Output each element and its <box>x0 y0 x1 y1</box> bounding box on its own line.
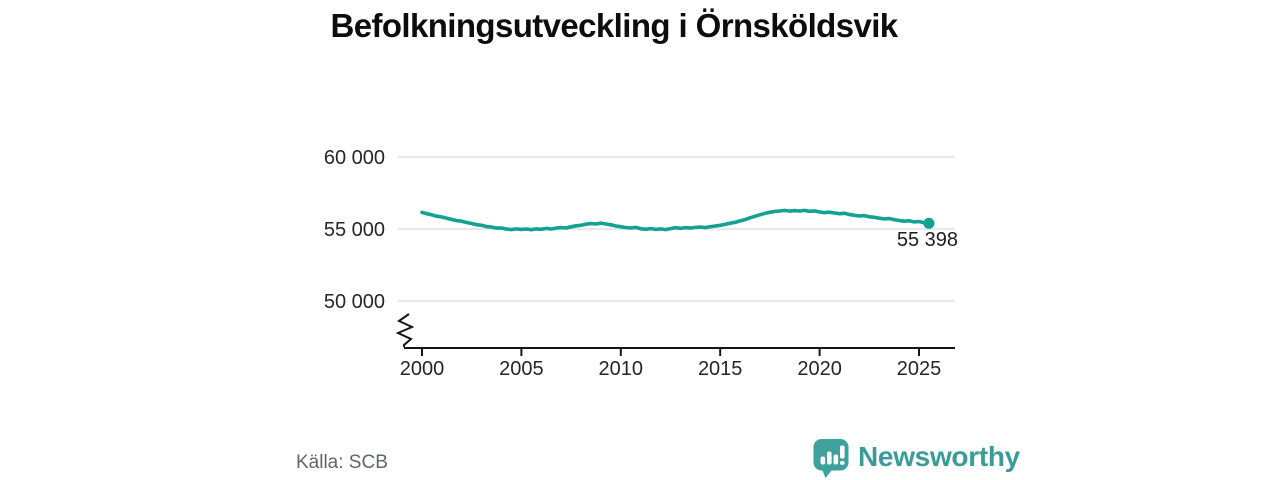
end-value-label: 55 398 <box>897 229 958 251</box>
x-tick-label: 2005 <box>499 358 544 380</box>
y-tick-label: 55 000 <box>324 219 385 241</box>
population-line <box>420 208 931 232</box>
x-tick-label: 2015 <box>698 358 743 380</box>
end-point-dot <box>923 217 935 229</box>
axis-break-zigzag-icon <box>395 313 415 347</box>
page-title: Befolkningsutveckling i Örnsköldsvik <box>330 7 898 44</box>
newsworthy-chart-bubble-icon <box>813 439 849 478</box>
x-tick-label: 2010 <box>599 358 644 380</box>
x-tick-label: 2020 <box>797 358 842 380</box>
x-tick-label: 2000 <box>400 358 445 380</box>
y-tick-label: 60 000 <box>324 147 385 169</box>
brand-name: Newsworthy <box>858 441 1020 472</box>
y-tick-label: 50 000 <box>324 291 385 313</box>
source-note: Källa: SCB <box>296 452 388 473</box>
x-tick-label: 2025 <box>897 358 942 380</box>
newsworthy-logo: Newsworthy <box>812 438 1020 480</box>
